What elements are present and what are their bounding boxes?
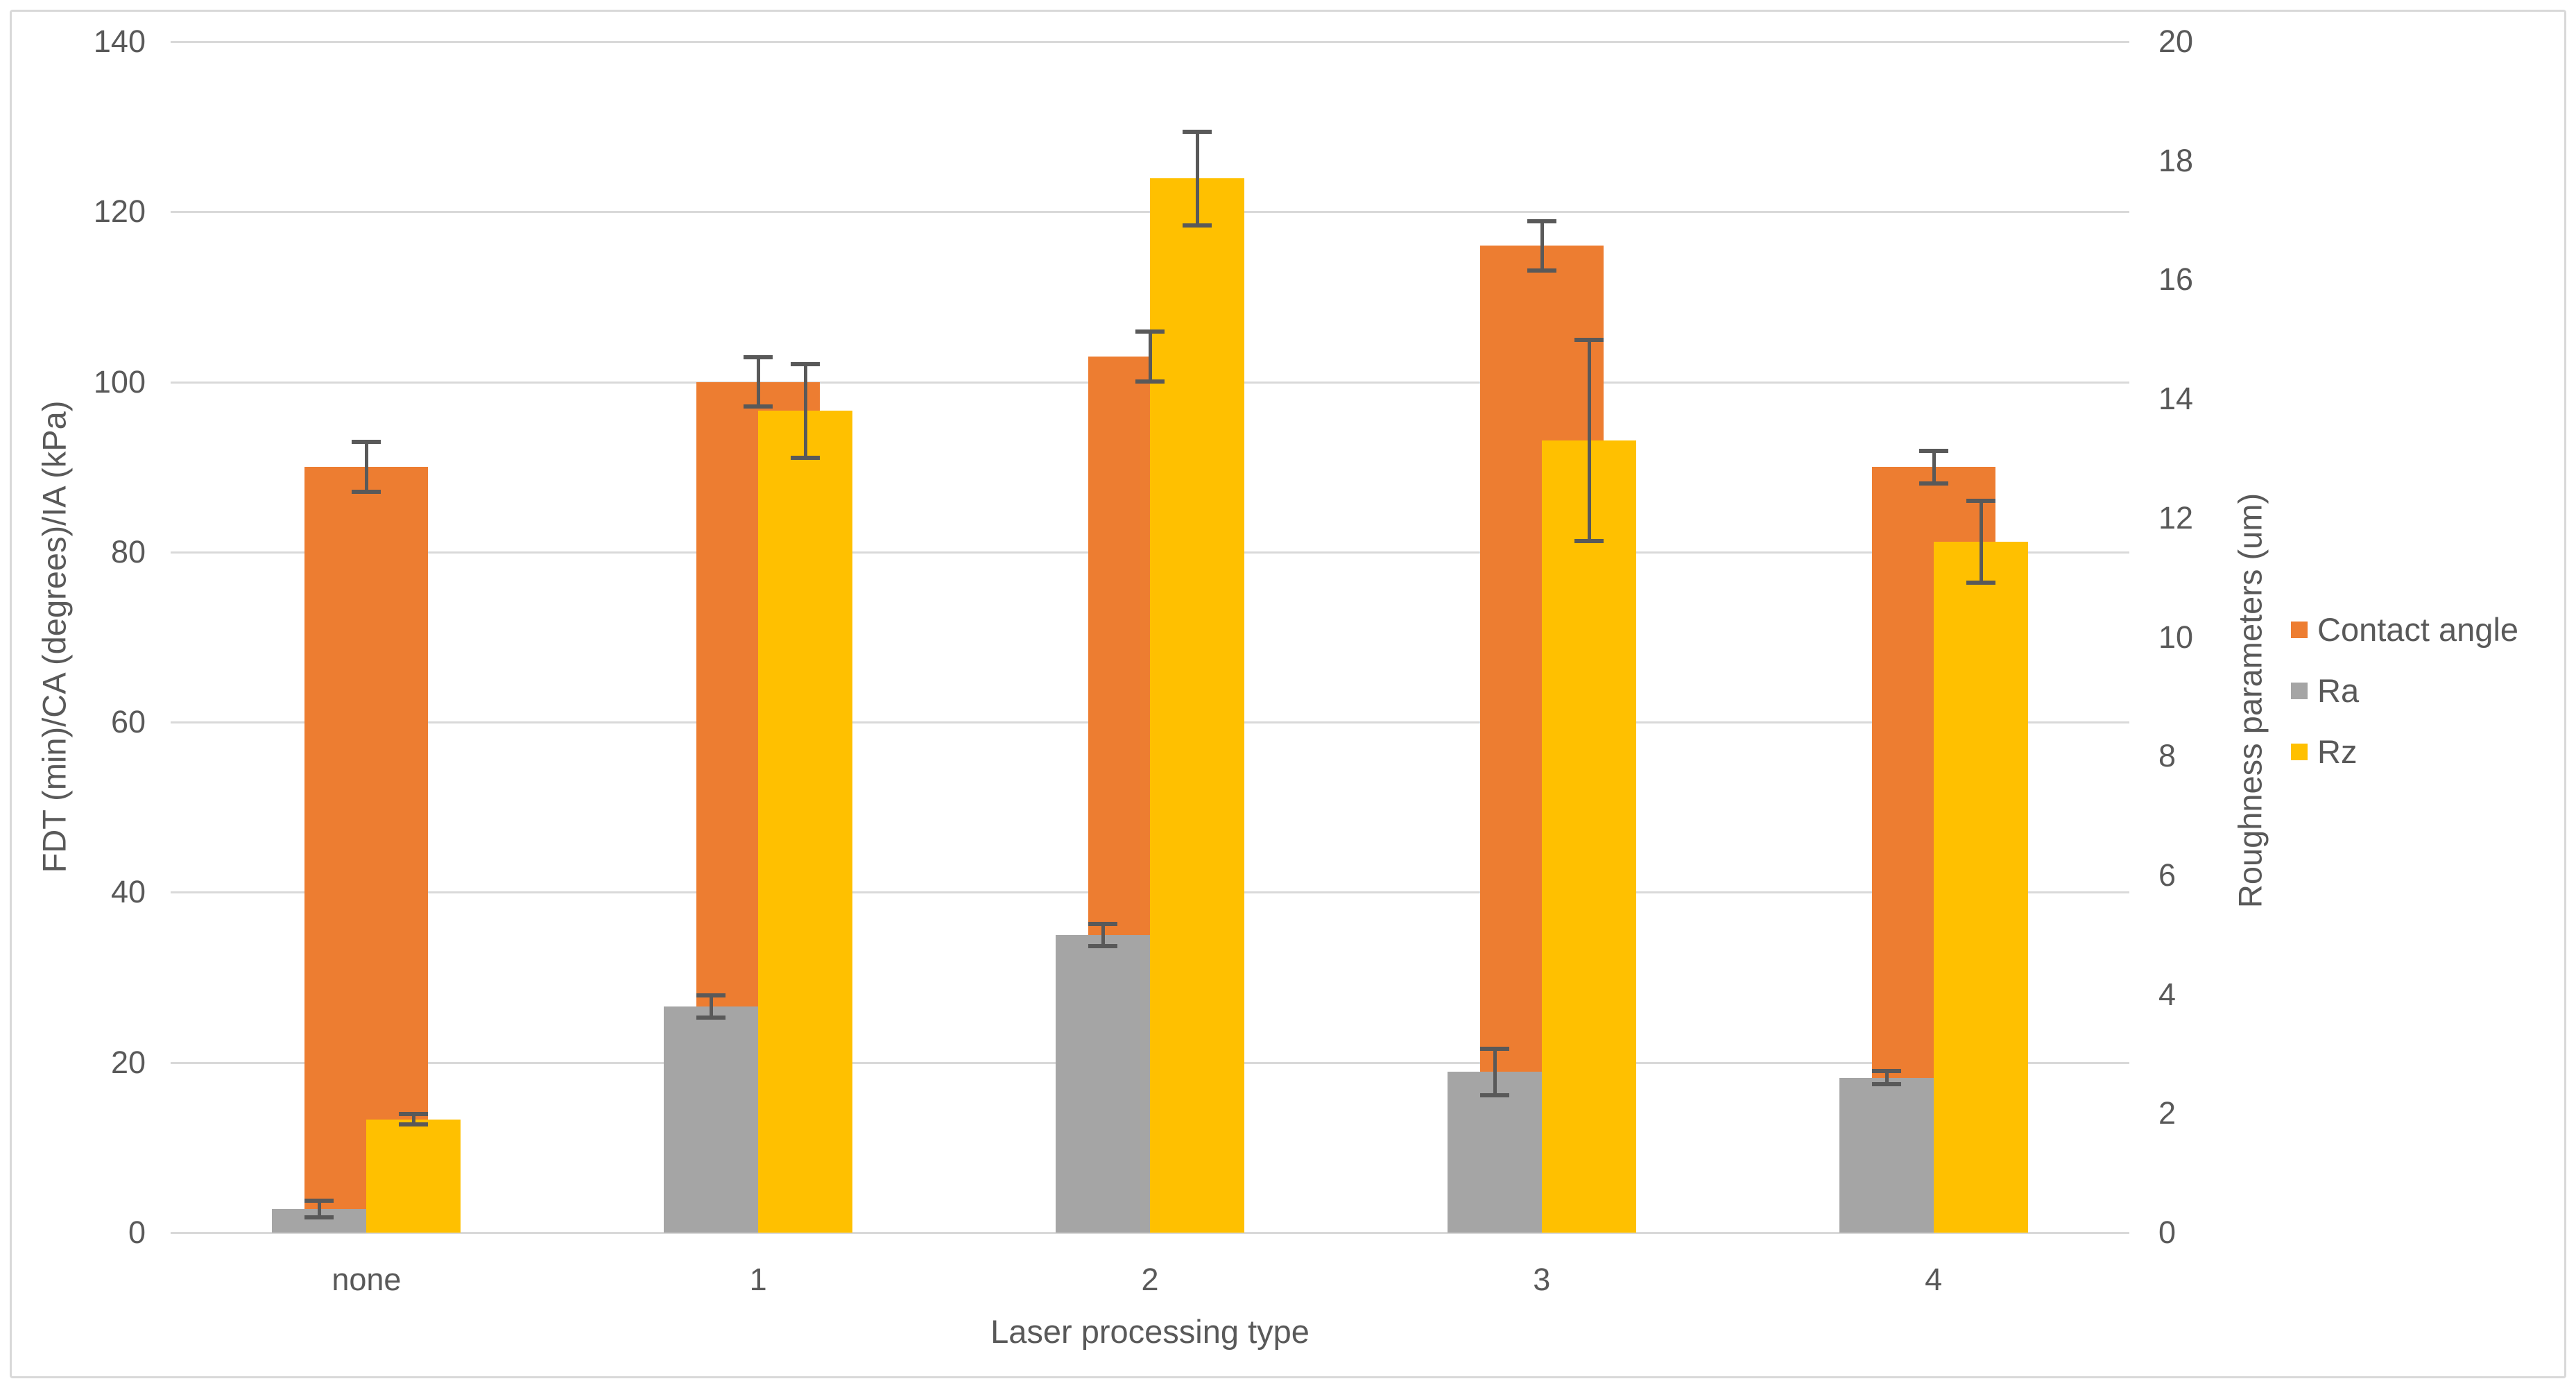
error-bar-cap <box>1479 1093 1509 1097</box>
error-bar-cap <box>1088 943 1117 948</box>
y2-axis-tick-label: 4 <box>2158 976 2176 1012</box>
x-axis-tick-label: 1 <box>749 1262 767 1297</box>
y2-axis-tick-label: 2 <box>2158 1095 2176 1131</box>
bar-ra <box>1447 1072 1542 1233</box>
error-bar-cap <box>1918 481 1948 486</box>
x-axis-tick-label: 4 <box>1925 1262 1943 1297</box>
y2-axis-tick-label: 20 <box>2158 24 2194 59</box>
bar-rz <box>1150 178 1244 1233</box>
error-bar <box>1540 220 1544 272</box>
error-bar <box>365 441 369 492</box>
error-bar-cap <box>791 361 821 366</box>
gridline <box>171 1232 2129 1234</box>
x-axis-tick-label: 3 <box>1533 1262 1551 1297</box>
error-bar-cap <box>1871 1082 1901 1087</box>
y-axis-tick-label: 100 <box>93 363 146 400</box>
bar-ra <box>1839 1077 1934 1233</box>
y-axis-tick-label: 80 <box>110 533 146 569</box>
error-bar-cap <box>1479 1046 1509 1051</box>
error-bar <box>1884 1070 1889 1086</box>
y2-axis-tick-label: 8 <box>2158 738 2176 774</box>
error-bar-cap <box>1966 581 1995 585</box>
error-bar <box>757 356 761 408</box>
bar-rz <box>758 411 853 1233</box>
y2-axis-tick-label: 18 <box>2158 142 2194 178</box>
legend: Contact angle Ra Rz <box>2291 613 2568 787</box>
legend-item-label: Rz <box>2317 733 2358 770</box>
bar-rz <box>1541 440 1636 1233</box>
left-axis-title: FDT (min)/CA (degrees)/IA (kPa) <box>35 400 73 873</box>
error-bar <box>1587 339 1591 542</box>
gridline <box>171 41 2129 43</box>
bar-ra <box>1056 934 1150 1233</box>
error-bar <box>1101 923 1105 947</box>
y-axis-tick-label: 120 <box>93 194 146 230</box>
y2-axis-tick-label: 10 <box>2158 619 2194 655</box>
error-bar-cap <box>696 1015 726 1020</box>
error-bar-cap <box>1183 223 1212 228</box>
y-axis-tick-label: 140 <box>93 24 146 59</box>
error-bar-cap <box>1183 129 1212 134</box>
error-bar-cap <box>1574 539 1604 544</box>
error-bar-cap <box>744 354 773 359</box>
error-bar <box>1493 1047 1497 1096</box>
legend-swatch-contact-angle <box>2291 622 2308 638</box>
legend-swatch-rz <box>2291 744 2308 760</box>
error-bar-cap <box>696 993 726 997</box>
y-axis-tick-label: 0 <box>128 1215 146 1250</box>
error-bar <box>1149 330 1152 382</box>
error-bar-cap <box>1135 379 1165 384</box>
error-bar-cap <box>1966 499 1995 504</box>
y2-axis-tick-label: 6 <box>2158 857 2176 893</box>
error-bar-cap <box>399 1122 429 1127</box>
error-bar-cap <box>304 1198 334 1203</box>
error-bar <box>804 363 808 459</box>
error-bar-cap <box>304 1215 334 1219</box>
right-axis-title: Roughness parameters (um) <box>2231 492 2269 909</box>
error-bar-cap <box>1527 268 1556 273</box>
error-bar-cap <box>1871 1069 1901 1074</box>
legend-swatch-ra <box>2291 683 2308 699</box>
legend-item-label: Contact angle <box>2317 611 2519 648</box>
error-bar <box>318 1199 322 1218</box>
bar-rz <box>1933 542 2028 1233</box>
bar-rz <box>366 1119 461 1233</box>
error-bar-cap <box>399 1112 429 1117</box>
error-bar-cap <box>744 404 773 409</box>
error-bar <box>412 1113 416 1126</box>
y2-axis-tick-label: 12 <box>2158 499 2194 536</box>
y2-axis-tick-label: 14 <box>2158 381 2194 417</box>
error-bar-cap <box>1135 329 1165 334</box>
bar-ra <box>664 1006 759 1233</box>
x-axis-title: Laser processing type <box>990 1313 1310 1350</box>
error-bar <box>1932 449 1936 484</box>
x-axis-tick-label: none <box>332 1262 402 1297</box>
bar-contact-angle <box>304 467 429 1233</box>
error-bar-cap <box>791 455 821 460</box>
error-bar-cap <box>352 490 381 494</box>
error-bar <box>1979 500 1983 584</box>
error-bar-cap <box>352 440 381 445</box>
error-bar-cap <box>1088 921 1117 926</box>
y2-axis-tick-label: 16 <box>2158 262 2194 298</box>
error-bar-cap <box>1574 338 1604 343</box>
error-bar <box>1196 130 1199 227</box>
y-axis-tick-label: 20 <box>110 1044 146 1080</box>
error-bar-cap <box>1918 448 1948 453</box>
error-bar <box>710 994 714 1018</box>
legend-item-label: Ra <box>2317 672 2360 709</box>
y-axis-tick-label: 60 <box>110 704 146 740</box>
y2-axis-tick-label: 0 <box>2158 1215 2176 1250</box>
x-axis-tick-label: 2 <box>1141 1262 1159 1297</box>
error-bar-cap <box>1527 219 1556 223</box>
y-axis-tick-label: 40 <box>110 874 146 910</box>
